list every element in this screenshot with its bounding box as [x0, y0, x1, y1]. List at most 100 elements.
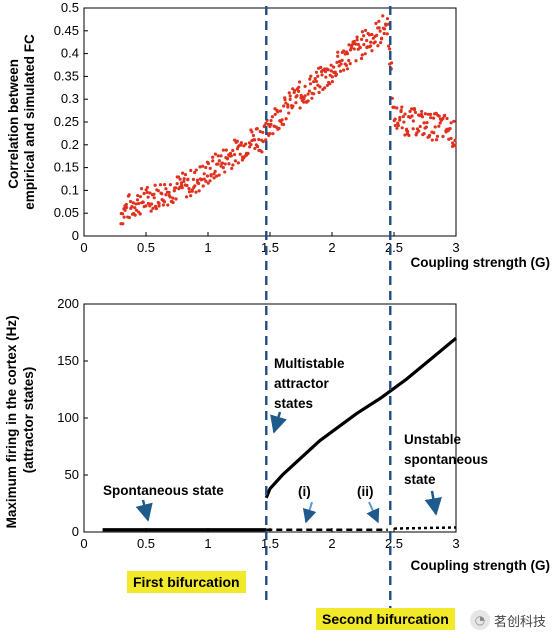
scatter-point: [377, 19, 381, 23]
scatter-point: [453, 144, 457, 148]
scatter-point: [319, 65, 323, 69]
annotation-i: (i): [298, 484, 311, 499]
scatter-point: [205, 174, 210, 178]
scatter-point: [292, 90, 296, 95]
scatter-point: [144, 188, 148, 192]
scatter-point: [251, 133, 256, 138]
top-y-tick-label: 0.45: [54, 23, 79, 38]
scatter-point: [347, 43, 351, 47]
series-line-4: [393, 526, 457, 530]
scatter-point: [184, 195, 189, 199]
scatter-point: [231, 163, 235, 167]
scatter-point: [345, 67, 350, 71]
scatter-point: [381, 14, 385, 18]
scatter-point: [389, 61, 394, 65]
top-y-tick-label: 0.35: [54, 68, 79, 83]
scatter-point: [202, 172, 206, 176]
scatter-point: [199, 178, 203, 182]
scatter-point: [146, 195, 150, 199]
scatter-point: [171, 200, 175, 205]
scatter-point: [435, 134, 440, 138]
scatter-point: [298, 106, 302, 110]
scatter-point: [438, 121, 442, 125]
scatter-point: [358, 45, 362, 50]
scatter-point: [336, 54, 340, 58]
scatter-point: [288, 94, 292, 98]
scatter-point: [253, 146, 257, 151]
scatter-point: [131, 201, 135, 205]
top-y-axis-label: Correlation between empirical and simula…: [6, 34, 37, 210]
scatter-point: [402, 120, 406, 124]
scatter-point: [342, 49, 346, 53]
scatter-point: [297, 80, 302, 84]
scatter-point: [449, 136, 453, 141]
scatter-point: [363, 52, 367, 56]
annotation-multistable: Multistable attractor states: [274, 356, 348, 411]
scatter-point: [136, 193, 140, 198]
scatter-point: [160, 192, 164, 196]
scatter-point: [217, 159, 221, 163]
scatter-point: [185, 183, 189, 188]
scatter-point: [325, 83, 329, 88]
scatter-point: [410, 114, 414, 118]
scatter-point: [278, 109, 283, 113]
scatter-point: [396, 121, 400, 125]
scatter-point: [303, 84, 307, 88]
scatter-point: [422, 121, 426, 125]
bottom-x-axis-label: Coupling strength (G): [411, 558, 550, 573]
scatter-point: [354, 42, 358, 46]
bottom-x-tick-label: 0: [80, 536, 87, 551]
scatter-point: [135, 198, 140, 202]
scatter-point: [342, 68, 346, 72]
scatter-point: [277, 126, 281, 130]
scatter-point: [216, 154, 220, 158]
scatter-point: [340, 58, 344, 62]
scatter-point: [370, 32, 374, 37]
scatter-point: [359, 37, 364, 41]
scatter-point: [235, 139, 239, 143]
scatter-point: [323, 69, 328, 74]
scatter-point: [441, 116, 445, 121]
top-x-tick-label: 2.5: [385, 240, 403, 255]
scatter-point: [168, 195, 172, 199]
scatter-point: [334, 72, 339, 76]
bottom-y-ticks: 0 50 100 150 200: [57, 296, 88, 539]
scatter-point: [231, 148, 235, 153]
scatter-point: [146, 201, 150, 206]
annotation-unstable: Unstable spontaneous state: [404, 432, 492, 487]
scatter-point: [142, 191, 146, 196]
scatter-point: [236, 161, 240, 165]
scatter-point: [336, 50, 340, 54]
scatter-point: [437, 114, 441, 118]
scatter-point: [373, 40, 377, 44]
scatter-point: [313, 86, 317, 90]
scatter-point: [182, 179, 186, 183]
scatter-point: [433, 125, 437, 129]
scatter-point: [362, 42, 366, 47]
scatter-point: [424, 125, 428, 129]
top-y-label-line-2: empirical and simulated FC: [22, 34, 37, 210]
scatter-point: [401, 115, 405, 119]
scatter-point: [355, 35, 359, 39]
scatter-point: [145, 185, 149, 190]
scatter-point: [225, 156, 230, 160]
scatter-point: [395, 126, 399, 130]
scatter-point: [286, 103, 290, 107]
scatter-point: [448, 127, 452, 131]
bottom-y-tick-label: 50: [65, 467, 79, 482]
scatter-point: [347, 58, 351, 63]
scatter-point: [244, 142, 248, 146]
scatter-point: [430, 138, 434, 142]
top-x-ticks: 0 0.5 1 1.5 2 2.5 3: [80, 232, 460, 255]
scatter-point: [403, 133, 407, 137]
scatter-point: [151, 206, 155, 210]
scatter-point: [194, 190, 198, 194]
arrow-ii: [366, 501, 380, 524]
scatter-point: [183, 173, 188, 177]
scatter-point: [162, 183, 167, 187]
scatter-point: [411, 127, 415, 131]
scatter-point: [208, 179, 212, 183]
scatter-point: [133, 206, 137, 210]
scatter-point: [367, 33, 372, 37]
